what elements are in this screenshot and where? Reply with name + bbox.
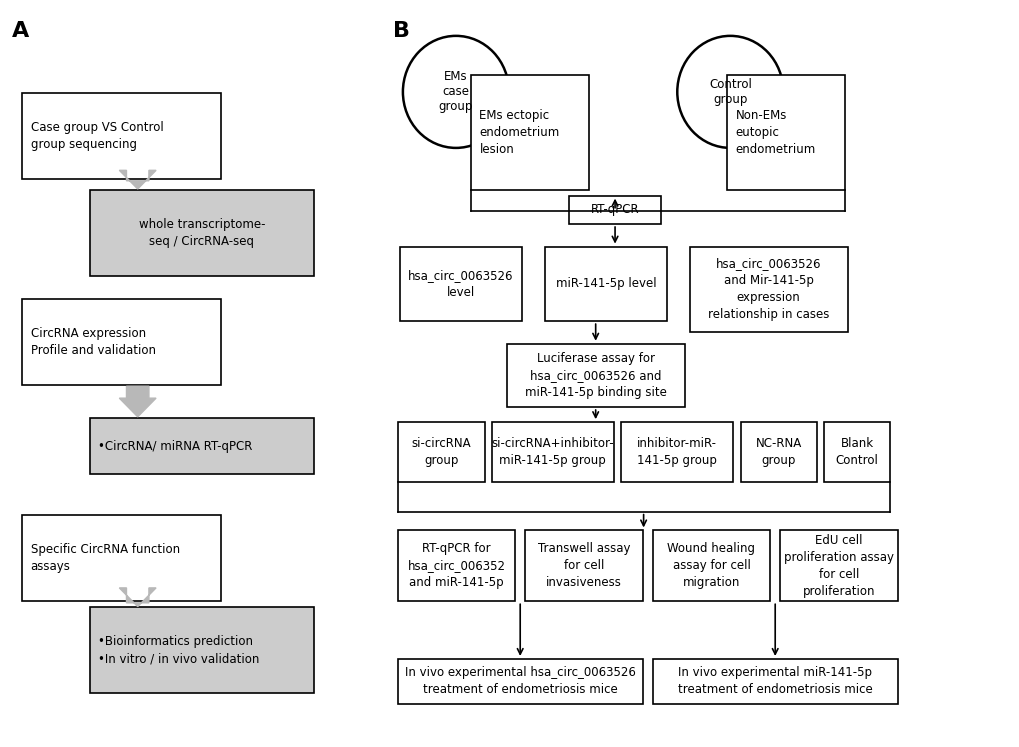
Text: si-circRNA
group: si-circRNA group xyxy=(411,437,471,467)
Text: Specific CircRNA function
assays: Specific CircRNA function assays xyxy=(31,543,179,574)
Text: CircRNA expression
Profile and validation: CircRNA expression Profile and validatio… xyxy=(31,326,156,357)
Bar xyxy=(740,422,816,482)
Text: EMs
case
group: EMs case group xyxy=(438,70,473,114)
Text: Control
group: Control group xyxy=(708,78,751,106)
Bar xyxy=(22,515,221,601)
Text: Non-EMs
eutopic
endometrium: Non-EMs eutopic endometrium xyxy=(735,109,815,156)
Text: EdU cell
proliferation assay
for cell
proliferation: EdU cell proliferation assay for cell pr… xyxy=(784,534,893,598)
Text: hsa_circ_0063526
level: hsa_circ_0063526 level xyxy=(408,269,514,299)
Text: In vivo experimental hsa_circ_0063526
treatment of endometriosis mice: In vivo experimental hsa_circ_0063526 tr… xyxy=(405,666,635,696)
Text: inhibitor-miR-
141-5p group: inhibitor-miR- 141-5p group xyxy=(637,437,716,467)
Bar xyxy=(727,75,844,190)
Text: NC-RNA
group: NC-RNA group xyxy=(755,437,801,467)
Text: RT-qPCR for
hsa_circ_006352
and miR-141-5p: RT-qPCR for hsa_circ_006352 and miR-141-… xyxy=(407,542,505,589)
Text: hsa_circ_0063526
and Mir-141-5p
expression
relationship in cases: hsa_circ_0063526 and Mir-141-5p expressi… xyxy=(707,258,828,321)
Text: Wound healing
assay for cell
migration: Wound healing assay for cell migration xyxy=(666,542,755,589)
Text: A: A xyxy=(12,21,30,41)
Bar xyxy=(780,530,897,601)
Text: Transwell assay
for cell
invasiveness: Transwell assay for cell invasiveness xyxy=(537,542,630,589)
Bar xyxy=(652,530,769,601)
Text: miR-141-5p level: miR-141-5p level xyxy=(555,277,655,291)
Text: Blank
Control: Blank Control xyxy=(835,437,878,467)
Text: EMs ectopic
endometrium
lesion: EMs ectopic endometrium lesion xyxy=(479,109,559,156)
Bar xyxy=(525,530,642,601)
Polygon shape xyxy=(119,386,156,417)
Bar xyxy=(397,530,515,601)
Bar xyxy=(22,299,221,385)
Text: •CircRNA/ miRNA RT-qPCR: •CircRNA/ miRNA RT-qPCR xyxy=(98,440,252,453)
Bar xyxy=(397,422,484,482)
Bar xyxy=(22,93,221,179)
Text: •Bioinformatics prediction
•In vitro / in vivo validation: •Bioinformatics prediction •In vitro / i… xyxy=(98,635,259,666)
Text: Luciferase assay for
hsa_circ_0063526 and
miR-141-5p binding site: Luciferase assay for hsa_circ_0063526 an… xyxy=(525,352,666,399)
Bar xyxy=(823,422,890,482)
Bar xyxy=(90,607,314,693)
Bar xyxy=(569,196,660,224)
Bar xyxy=(90,190,314,276)
Bar xyxy=(621,422,733,482)
Bar xyxy=(544,247,666,321)
Bar xyxy=(399,247,522,321)
Bar xyxy=(491,422,613,482)
Polygon shape xyxy=(119,588,156,607)
Text: whole transcriptome-
seq / CircRNA-seq: whole transcriptome- seq / CircRNA-seq xyxy=(139,218,265,249)
Bar xyxy=(471,75,588,190)
Text: B: B xyxy=(392,21,410,41)
Bar xyxy=(397,659,642,704)
Text: si-circRNA+inhibitor-
miR-141-5p group: si-circRNA+inhibitor- miR-141-5p group xyxy=(491,437,613,467)
Text: In vivo experimental miR-141-5p
treatment of endometriosis mice: In vivo experimental miR-141-5p treatmen… xyxy=(678,666,871,696)
Bar xyxy=(652,659,897,704)
Polygon shape xyxy=(119,170,156,189)
Text: Case group VS Control
group sequencing: Case group VS Control group sequencing xyxy=(31,121,163,152)
Text: RT-qPCR: RT-qPCR xyxy=(590,203,639,217)
Bar xyxy=(90,418,314,474)
Bar xyxy=(506,344,685,407)
Bar xyxy=(689,247,847,332)
